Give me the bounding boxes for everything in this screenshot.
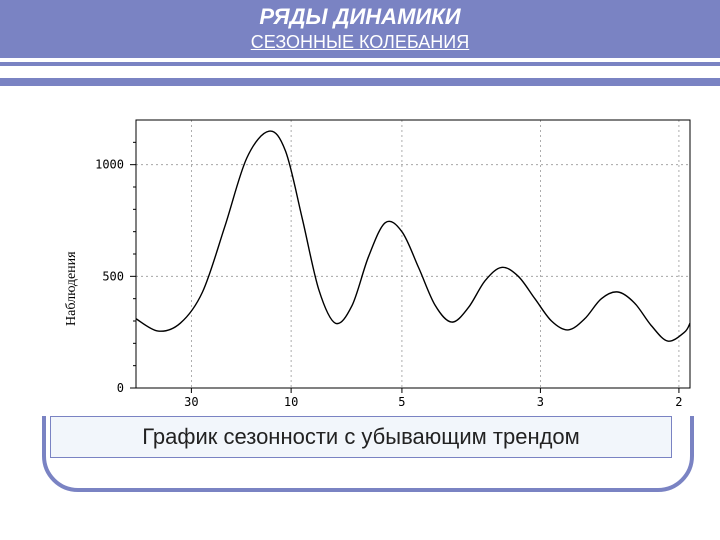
chart-container: Наблюдения 0 500 1000 30 10 5 3 2 [30, 96, 698, 416]
page-title: РЯДЫ ДИНАМИКИ [0, 4, 720, 30]
svg-text:30: 30 [184, 395, 198, 409]
caption-text: График сезонности с убывающим трендом [142, 424, 580, 450]
svg-text:3: 3 [537, 395, 544, 409]
svg-text:0: 0 [117, 381, 124, 395]
header-divider-1 [0, 62, 720, 66]
svg-text:2: 2 [675, 395, 682, 409]
page-subtitle: СЕЗОННЫЕ КОЛЕБАНИЯ [0, 32, 720, 53]
caption-box: График сезонности с убывающим трендом [50, 416, 672, 458]
seasonality-chart: 0 500 1000 30 10 5 3 2 [30, 96, 698, 416]
svg-text:5: 5 [398, 395, 405, 409]
chart-ylabel: Наблюдения [64, 251, 80, 326]
svg-text:500: 500 [102, 269, 124, 283]
header-divider-2 [0, 78, 720, 86]
svg-text:10: 10 [284, 395, 298, 409]
svg-text:1000: 1000 [95, 158, 124, 172]
